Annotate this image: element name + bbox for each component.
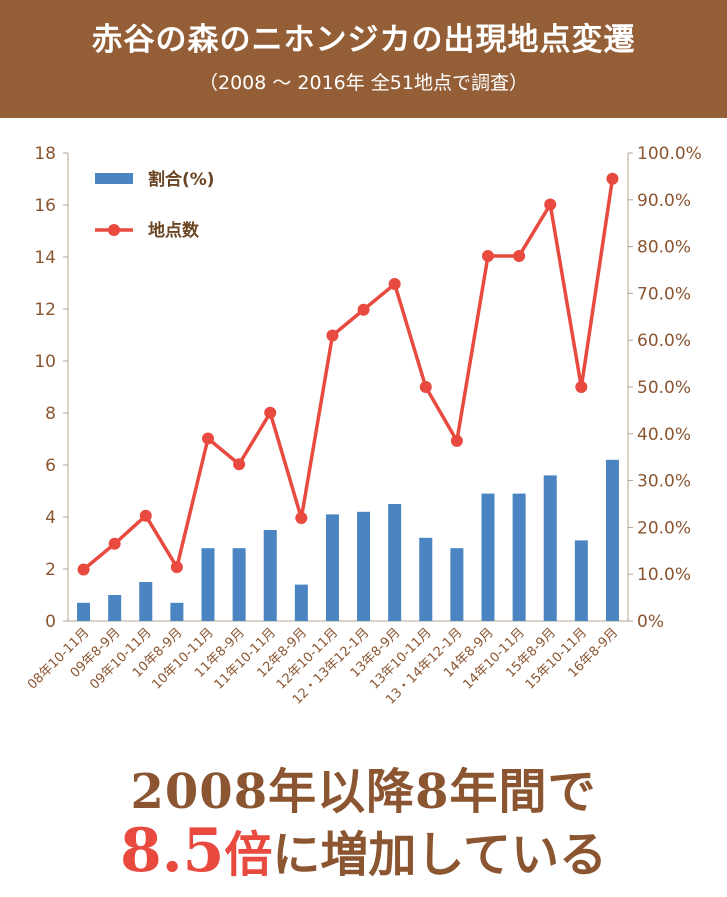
bar (512, 493, 526, 621)
bar (325, 514, 339, 621)
line-point (202, 432, 214, 445)
line-point (77, 563, 90, 576)
bar (77, 602, 91, 621)
left-tick-label: 4 (45, 508, 56, 528)
bar (481, 493, 495, 621)
left-tick-label: 16 (34, 196, 56, 216)
left-tick-label: 10 (34, 352, 56, 372)
chart-subtitle: （2008 〜 2016年 全51地点で調査） (198, 72, 528, 94)
line-point (450, 434, 463, 447)
line-point (357, 303, 370, 316)
left-tick-label: 14 (34, 248, 56, 268)
line-point (108, 537, 121, 550)
left-tick-label: 12 (34, 300, 56, 320)
legend-line-label: 地点数 (148, 220, 200, 241)
bar (170, 602, 184, 621)
right-tick-label: 30.0% (637, 472, 691, 492)
line-point (170, 561, 183, 574)
summary-unit: 倍 (224, 827, 273, 883)
line-point (139, 509, 152, 522)
summary-multiplier: 8.5 (120, 816, 225, 886)
legend-bar-label: 割合(%) (148, 169, 215, 190)
bar (108, 595, 122, 621)
left-tick-label: 8 (45, 404, 56, 424)
right-tick-label: 70.0% (637, 284, 691, 304)
bar (388, 504, 402, 621)
chart-title: 赤谷の森のニホンジカの出現地点変遷 (91, 22, 636, 58)
right-tick-label: 80.0% (637, 238, 691, 258)
right-tick-label: 50.0% (637, 378, 691, 398)
combo-chart: 0 2 4 6 8 10 12 14 16 18 0% 10.0% 20.0% 30.0% 40.0% 50.… (25, 144, 702, 708)
bar (139, 582, 153, 621)
right-tick-label: 60.0% (637, 331, 691, 351)
legend-bar-swatch (95, 173, 133, 184)
bar (419, 537, 433, 621)
left-tick-label: 2 (45, 560, 56, 580)
right-tick-label: 100.0% (637, 144, 702, 164)
line-series (82, 178, 615, 571)
bar (294, 584, 308, 621)
bar (232, 548, 246, 621)
line-point (513, 249, 526, 262)
line-point (575, 381, 588, 393)
right-tick-label: 0% (637, 612, 664, 632)
left-tick-label: 0 (45, 612, 56, 632)
line-point (419, 381, 432, 393)
title-banner: 赤谷の森のニホンジカの出現地点変遷 （2008 〜 2016年 全51地点で調査… (0, 0, 727, 118)
line-point (326, 329, 339, 342)
line-point (606, 172, 619, 185)
bar (574, 540, 588, 621)
line-point (482, 249, 494, 262)
summary-line-1: 2008年以降8年間で (130, 764, 597, 820)
line-point (295, 512, 308, 525)
right-tick-label: 90.0% (637, 191, 691, 211)
bar (605, 459, 619, 621)
right-tick-label: 40.0% (637, 425, 691, 445)
bar (450, 548, 464, 621)
line-point (233, 458, 246, 471)
legend-line-marker (108, 224, 120, 236)
right-tick-label: 10.0% (637, 565, 691, 585)
bar (543, 475, 557, 621)
line-point (388, 278, 401, 291)
left-tick-label: 6 (45, 456, 56, 476)
bar (357, 511, 371, 621)
right-tick-label: 20.0% (637, 518, 691, 538)
bar (201, 548, 215, 621)
left-tick-label: 18 (34, 144, 56, 164)
summary-line-2: 8.5倍に増加している (0, 815, 727, 886)
line-point (264, 406, 277, 419)
line-point (544, 198, 557, 211)
summary-rest: に増加している (272, 827, 607, 883)
bar (263, 530, 277, 621)
